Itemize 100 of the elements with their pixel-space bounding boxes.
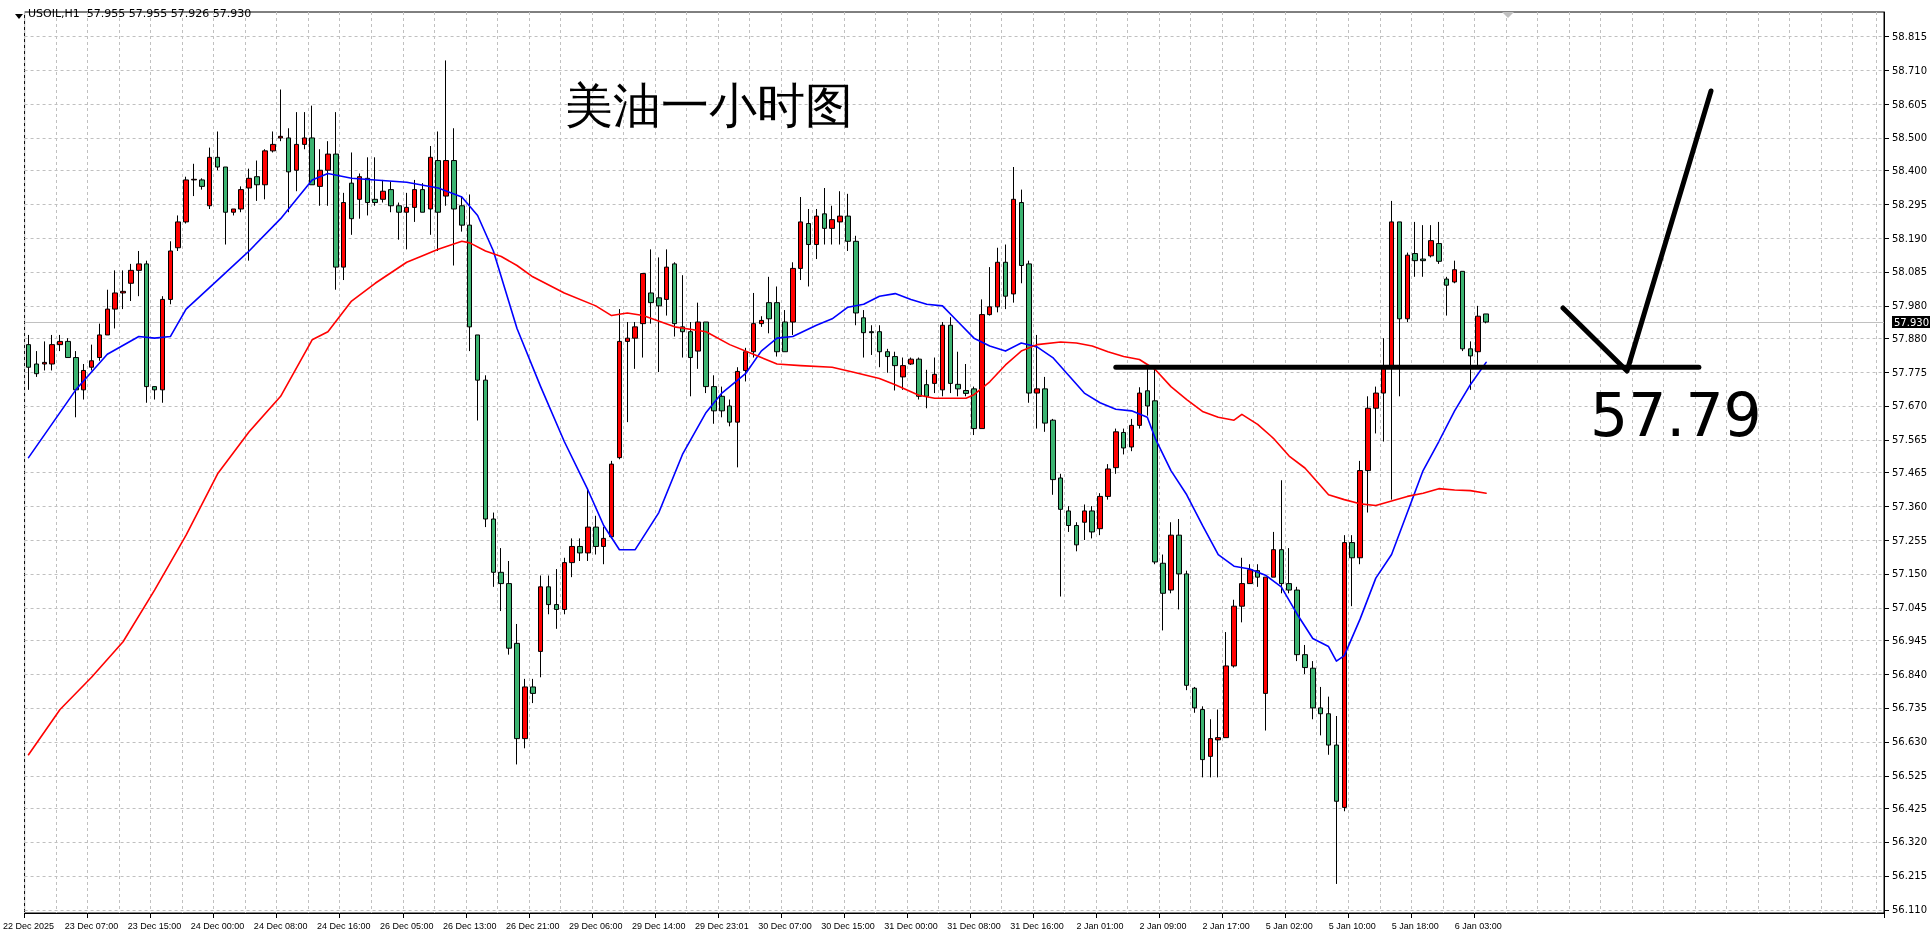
candlestick (632, 321, 638, 370)
candlestick (231, 208, 236, 216)
x-tick-label: 31 Dec 16:00 (1010, 920, 1064, 931)
candlestick (1420, 224, 1426, 278)
y-tick-label: 57.775 (1892, 366, 1928, 378)
candlestick (207, 147, 212, 210)
candlestick (601, 526, 606, 565)
candlestick (829, 205, 835, 246)
candlestick (1263, 576, 1268, 732)
candlestick (782, 309, 788, 353)
candlestick (1137, 386, 1142, 430)
candlestick (648, 248, 654, 325)
candlestick (1200, 705, 1205, 778)
candlestick (822, 187, 827, 246)
x-tick-label: 24 Dec 00:00 (190, 920, 245, 931)
candlestick (372, 156, 378, 207)
y-tick-label: 58.815 (1892, 30, 1928, 42)
candlestick (1279, 479, 1284, 594)
candlestick (112, 269, 118, 329)
candlestick (286, 127, 291, 213)
candlestick (333, 111, 339, 291)
candlestick (995, 247, 1000, 313)
y-tick-label: 57.670 (1892, 400, 1928, 412)
candlestick (727, 399, 732, 427)
x-tick-label: 29 Dec 06:00 (569, 920, 623, 931)
candlestick (774, 286, 780, 358)
x-tick-label: 23 Dec 07:00 (64, 920, 119, 931)
candlestick (136, 250, 142, 297)
candlestick (498, 547, 504, 612)
candlestick (1326, 696, 1331, 756)
candlestick (1310, 660, 1316, 720)
candlestick (987, 266, 992, 317)
candlestick (238, 185, 244, 213)
candlestick (302, 111, 307, 150)
candlestick (1113, 428, 1119, 475)
candlestick (175, 214, 181, 252)
candlestick (806, 208, 811, 287)
candlestick (34, 350, 39, 378)
candlestick (1231, 599, 1237, 669)
x-tick-label: 29 Dec 14:00 (632, 920, 686, 931)
candlestick (1247, 563, 1253, 585)
candlestick (365, 156, 370, 216)
candlestick (1034, 334, 1040, 430)
candlestick (1176, 518, 1182, 610)
y-tick-label: 58.400 (1892, 164, 1928, 176)
candlestick (357, 172, 362, 220)
candlestick (1286, 547, 1292, 594)
candlestick (49, 334, 55, 371)
candlestick (514, 623, 520, 765)
candlestick (892, 351, 898, 391)
candlestick (294, 111, 299, 192)
candlestick (1058, 473, 1063, 598)
x-tick-label: 5 Jan 02:00 (1265, 920, 1313, 931)
candlestick (388, 181, 394, 213)
candlestick (885, 348, 890, 374)
candlestick (1215, 709, 1221, 778)
y-tick-label: 58.500 (1892, 132, 1928, 144)
candlestick (1168, 521, 1174, 594)
candlestick (924, 369, 929, 409)
candlestick (57, 334, 63, 352)
candlestick (1208, 718, 1213, 778)
x-tick-label: 29 Dec 23:01 (695, 920, 749, 931)
candlestick (932, 357, 937, 394)
candlestick (530, 678, 536, 704)
candlestick (152, 386, 157, 401)
candlestick (845, 193, 851, 252)
candlestick (1483, 313, 1489, 324)
candlestick (215, 130, 220, 171)
candlestick (120, 269, 126, 310)
candlestick (97, 323, 102, 362)
annotation: 57.79 (1590, 380, 1762, 451)
candlestick (625, 321, 630, 423)
candlestick (1026, 260, 1032, 404)
y-tick-label: 56.110 (1892, 904, 1928, 916)
candlestick (609, 460, 614, 539)
candlestick (703, 321, 709, 394)
candlestick (443, 59, 449, 207)
candlestick (81, 363, 86, 401)
x-tick-label: 5 Jan 18:00 (1391, 920, 1439, 931)
x-tick-label: 30 Dec 07:00 (758, 920, 812, 931)
candlestick (1444, 276, 1449, 317)
y-tick-label: 58.710 (1892, 64, 1928, 76)
y-tick-label: 56.525 (1892, 770, 1928, 782)
candlestick (695, 302, 701, 370)
candlestick (751, 292, 756, 359)
candlestick (349, 151, 354, 236)
candlestick (420, 182, 425, 213)
candlestick (546, 575, 551, 615)
candlestick (278, 89, 283, 142)
y-tick-label: 56.840 (1892, 668, 1928, 680)
y-tick-label: 56.735 (1892, 702, 1928, 714)
candlestick (711, 374, 717, 425)
candlestick (1223, 631, 1229, 739)
candlestick (1342, 534, 1347, 812)
x-tick-label: 24 Dec 16:00 (316, 920, 371, 931)
candlestick (1318, 686, 1323, 736)
x-tick-label: 26 Dec 05:00 (379, 920, 434, 931)
candlestick (1357, 460, 1363, 565)
y-tick-label: 57.255 (1892, 534, 1928, 546)
candlestick (798, 196, 803, 281)
